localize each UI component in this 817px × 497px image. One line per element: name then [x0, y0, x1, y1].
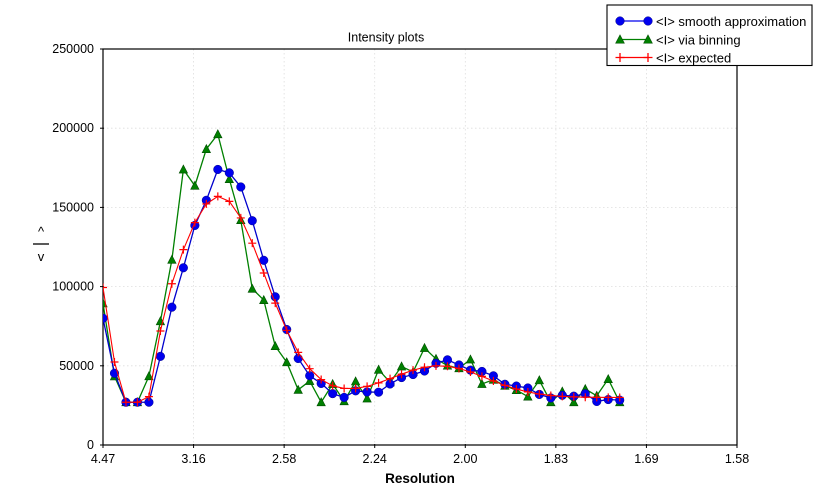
svg-text:1.58: 1.58	[725, 452, 749, 466]
svg-text:2.00: 2.00	[453, 452, 477, 466]
svg-text:^: ^	[38, 224, 45, 239]
svg-text:<I> via binning: <I> via binning	[656, 33, 741, 48]
svg-text:1.69: 1.69	[634, 452, 658, 466]
svg-text:100000: 100000	[52, 280, 94, 294]
svg-text:Resolution: Resolution	[385, 471, 455, 486]
svg-text:250000: 250000	[52, 42, 94, 56]
svg-text:150000: 150000	[52, 200, 94, 214]
svg-text:<I> expected: <I> expected	[656, 51, 731, 66]
svg-text:4.47: 4.47	[91, 452, 115, 466]
svg-text:0: 0	[87, 438, 94, 452]
svg-text:50000: 50000	[59, 359, 94, 373]
svg-text:2.24: 2.24	[363, 452, 387, 466]
svg-text:Intensity plots: Intensity plots	[348, 31, 424, 45]
svg-text:200000: 200000	[52, 121, 94, 135]
svg-text:v: v	[38, 249, 45, 264]
svg-text:3.16: 3.16	[181, 452, 205, 466]
svg-text:1.83: 1.83	[544, 452, 568, 466]
svg-text:<I> smooth approximation: <I> smooth approximation	[656, 14, 806, 29]
svg-text:2.58: 2.58	[272, 452, 296, 466]
